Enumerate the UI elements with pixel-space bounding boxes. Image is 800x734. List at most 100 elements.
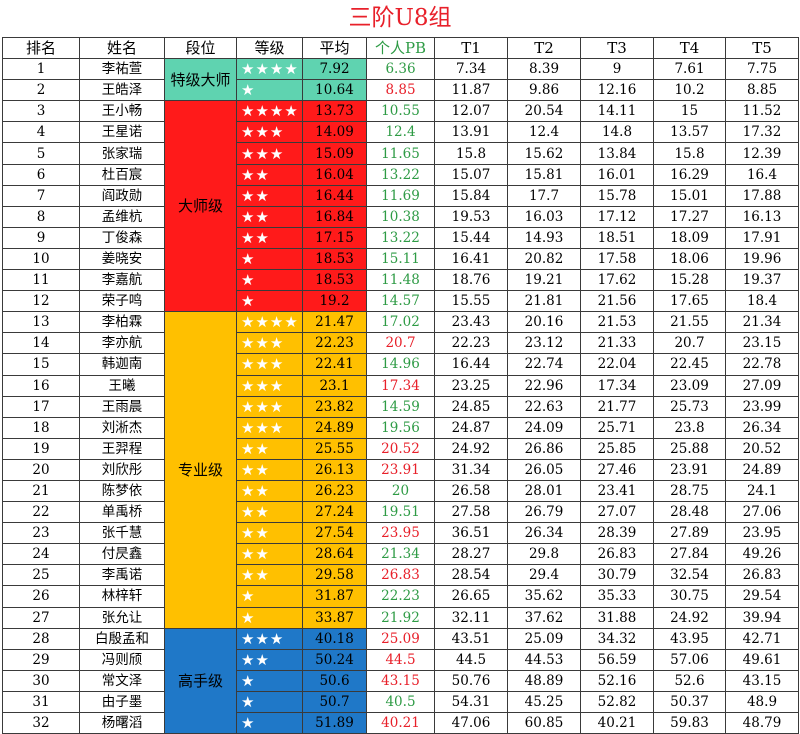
ranking-table: 排名 姓名 段位 等级 平均 个人PB T1 T2 T3 T4 T5 1 李祐萱特…	[2, 36, 799, 734]
t5-cell: 29.54	[725, 585, 799, 608]
personal-best-cell: 17.02	[366, 311, 435, 334]
t5-cell: 19.37	[725, 269, 799, 292]
personal-best-cell: 40.21	[366, 711, 435, 734]
t4-cell: 43.95	[653, 627, 726, 650]
t1-cell: 27.58	[434, 501, 508, 524]
t4-cell: 23.09	[653, 374, 726, 397]
personal-best-cell: 20.52	[366, 437, 435, 460]
t3-cell: 14.8	[580, 121, 654, 144]
header-average: 平均	[302, 36, 367, 60]
personal-best-cell: 13.22	[366, 226, 435, 249]
level-stars: ★	[236, 711, 303, 734]
rank-cell: 30	[2, 669, 80, 692]
name-cell: 荣子鸣	[79, 290, 165, 313]
table-row: 27 张允让 ★ 33.87 21.92 32.11 37.62 31.88 24.92 39.9…	[2, 606, 799, 629]
rank-cell: 24	[2, 543, 80, 566]
average-cell: 33.87	[302, 606, 367, 629]
name-cell: 丁俊森	[79, 226, 165, 249]
t4-cell: 59.83	[653, 711, 726, 734]
personal-best-cell: 10.55	[366, 100, 435, 123]
t3-cell: 17.62	[580, 269, 654, 292]
table-row: 19 王羿程 ★★ 25.55 20.52 24.92 26.86 25.85 25.88 20.…	[2, 437, 799, 460]
level-stars: ★★	[236, 437, 303, 460]
t3-cell: 27.07	[580, 501, 654, 524]
rank-cell: 9	[2, 226, 80, 249]
t3-cell: 17.34	[580, 374, 654, 397]
level-stars: ★★★★	[236, 100, 303, 123]
level-stars: ★★★	[236, 142, 303, 165]
table-row: 21 陈梦依 ★★ 26.23 20 26.58 28.01 23.41 28.75 24.1	[2, 479, 799, 503]
t1-cell: 31.34	[434, 458, 508, 481]
name-cell: 林梓轩	[79, 585, 165, 608]
table-row: 22 单禹桥 ★★ 27.24 19.51 27.58 26.79 27.07 28.48 27.…	[2, 501, 799, 524]
level-stars: ★★	[236, 479, 303, 503]
rank-cell: 31	[2, 690, 80, 714]
personal-best-cell: 15.11	[366, 247, 435, 271]
t5-cell: 24.1	[725, 479, 799, 503]
t4-cell: 28.48	[653, 501, 726, 524]
t5-cell: 27.09	[725, 374, 799, 397]
average-cell: 31.87	[302, 585, 367, 608]
level-stars: ★★★	[236, 627, 303, 650]
rank-cell: 17	[2, 395, 80, 418]
level-stars: ★★★	[236, 353, 303, 376]
t2-cell: 14.93	[507, 226, 581, 249]
t4-cell: 32.54	[653, 564, 726, 587]
table-row: 9 丁俊森 ★★ 17.15 13.22 15.44 14.93 18.51 18.09 17.9…	[2, 226, 799, 249]
t2-cell: 22.96	[507, 374, 581, 397]
t2-cell: 22.63	[507, 395, 581, 418]
average-cell: 28.64	[302, 543, 367, 566]
t2-cell: 28.01	[507, 479, 581, 503]
t4-cell: 17.27	[653, 205, 726, 228]
t5-cell: 39.94	[725, 606, 799, 629]
personal-best-cell: 44.5	[366, 648, 435, 671]
rank-cell: 23	[2, 522, 80, 545]
level-stars: ★★★	[236, 416, 303, 439]
t5-cell: 26.34	[725, 416, 799, 439]
t5-cell: 23.95	[725, 522, 799, 545]
name-cell: 王皓泽	[79, 79, 165, 102]
t1-cell: 50.76	[434, 669, 508, 692]
t1-cell: 15.55	[434, 290, 508, 313]
t4-cell: 52.6	[653, 669, 726, 692]
t4-cell: 25.88	[653, 437, 726, 460]
average-cell: 50.7	[302, 690, 367, 714]
rank-cell: 14	[2, 332, 80, 355]
average-cell: 26.23	[302, 479, 367, 503]
ranking-sheet: 三阶U8组 排名 姓名 段位 等级 平均 个人PB T1 T2 T3 T4 T5…	[2, 5, 799, 734]
rank-cell: 12	[2, 290, 80, 313]
level-stars: ★	[236, 585, 303, 608]
t4-cell: 18.06	[653, 247, 726, 271]
table-row: 13 李柏霖 专业级 ★★★★ 21.47 17.02 23.43 20.16 21.53 21.…	[2, 311, 799, 629]
level-stars: ★	[236, 247, 303, 271]
t5-cell: 24.89	[725, 458, 799, 481]
average-cell: 23.82	[302, 395, 367, 418]
t1-cell: 23.43	[434, 311, 508, 334]
header-t4: T4	[653, 36, 726, 60]
t3-cell: 26.83	[580, 543, 654, 566]
personal-best-cell: 10.38	[366, 205, 435, 228]
t4-cell: 28.75	[653, 479, 726, 503]
personal-best-cell: 21.34	[366, 543, 435, 566]
t5-cell: 21.34	[725, 311, 799, 334]
table-row: 20 刘欣彤 ★★ 26.13 23.91 31.34 26.05 27.46 23.91 24.…	[2, 458, 799, 481]
t3-cell: 40.21	[580, 711, 654, 734]
name-cell: 李禹诺	[79, 564, 165, 587]
table-row: 24 付昃鑫 ★★ 28.64 21.34 28.27 29.8 26.83 27.84 49.2…	[2, 543, 799, 566]
name-cell: 单禹桥	[79, 501, 165, 524]
table-row: 2 王皓泽 ★ 10.64 8.85 11.87 9.86 12.16 10.2 8.85	[2, 79, 799, 102]
level-stars: ★★	[236, 501, 303, 524]
personal-best-cell: 23.91	[366, 458, 435, 481]
rank-cell: 32	[2, 711, 80, 734]
personal-best-cell: 26.83	[366, 564, 435, 587]
personal-best-cell: 22.23	[366, 585, 435, 608]
t3-cell: 13.84	[580, 142, 654, 165]
t1-cell: 36.51	[434, 522, 508, 545]
t2-cell: 29.4	[507, 564, 581, 587]
name-cell: 李亦航	[79, 332, 165, 355]
personal-best-cell: 11.65	[366, 142, 435, 165]
level-stars: ★★	[236, 648, 303, 671]
rank-cell: 28	[2, 627, 80, 650]
header-rank: 排名	[2, 36, 80, 60]
t5-cell: 22.78	[725, 353, 799, 376]
